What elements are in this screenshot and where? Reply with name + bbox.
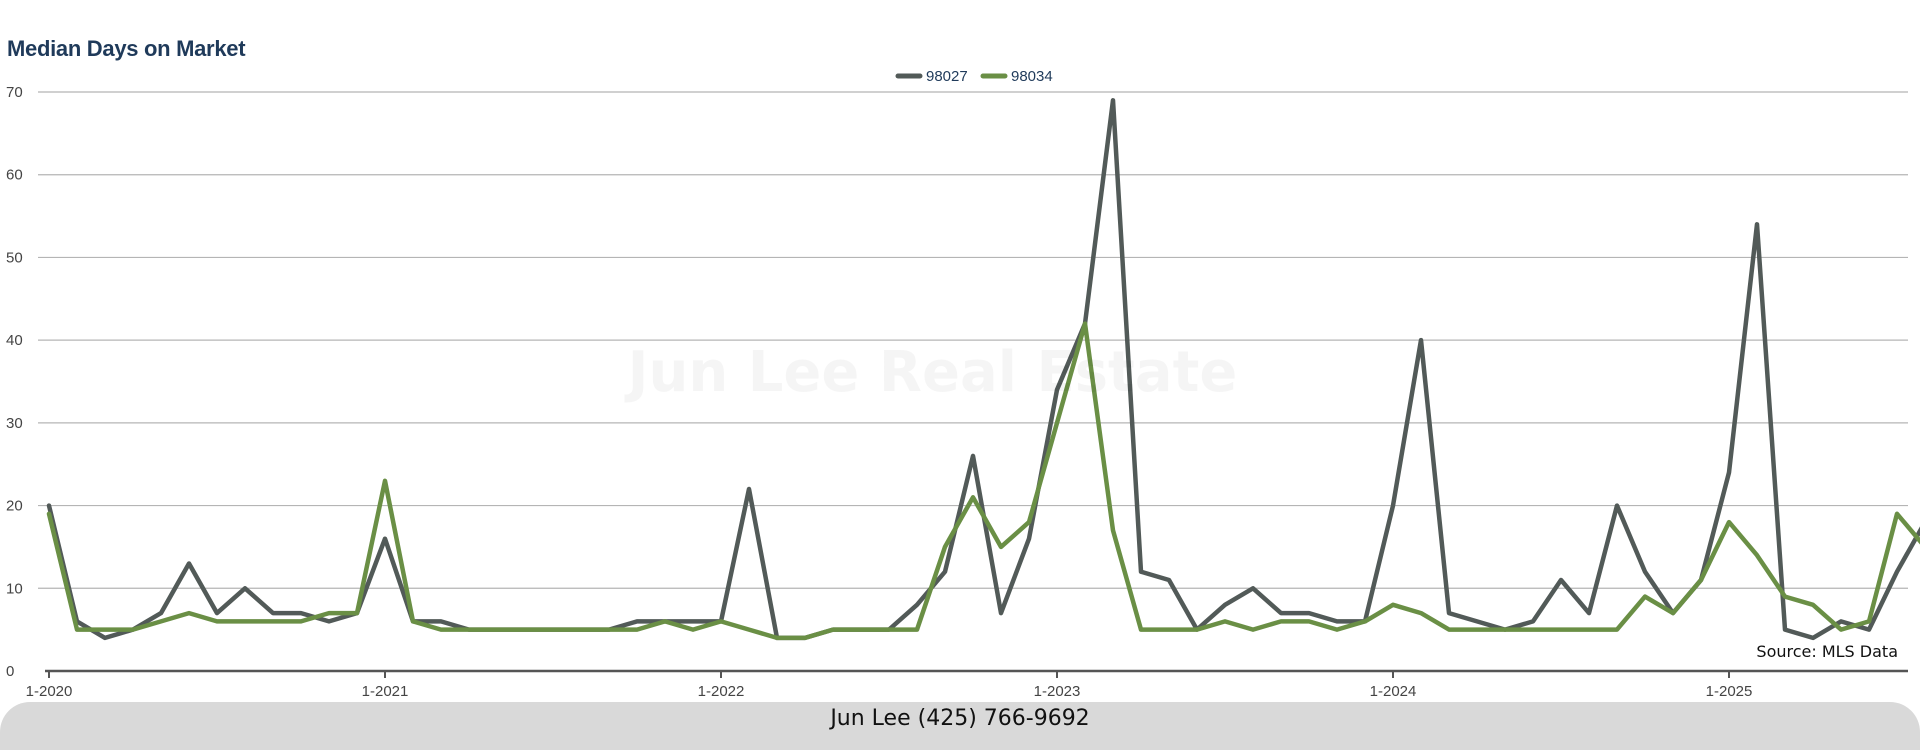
y-tick-label: 10 xyxy=(6,580,23,597)
series-line-98027 xyxy=(46,98,1920,641)
x-tick-label: 1-2021 xyxy=(362,683,409,700)
y-tick-label: 20 xyxy=(6,498,23,515)
y-tick-label: 30 xyxy=(6,415,23,432)
series-line-98034 xyxy=(46,321,1920,641)
x-tick-label: 1-2022 xyxy=(698,683,745,700)
x-tick-label: 1-2020 xyxy=(26,683,73,700)
y-axis-ticks: 0 10 20 30 40 50 60 70 xyxy=(6,84,23,680)
grid-lines xyxy=(38,91,1908,589)
y-tick-label: 40 xyxy=(6,332,23,349)
x-tick-label: 1-2024 xyxy=(1370,683,1417,700)
footer-bar xyxy=(0,702,1920,750)
y-tick-label: 50 xyxy=(6,249,23,266)
y-tick-label: 0 xyxy=(6,663,14,680)
legend: 98027 98034 xyxy=(895,68,1053,85)
source-note: Source: MLS Data xyxy=(1756,642,1898,661)
legend-label-98034: 98034 xyxy=(1011,68,1053,85)
chart-title: Median Days on Market xyxy=(7,36,246,61)
x-axis: 1-2020 1-2021 1-2022 1-2023 1-2024 1-2025 xyxy=(26,669,1908,700)
x-tick-label: 1-2023 xyxy=(1034,683,1081,700)
footer-contact: Jun Lee (425) 766-9692 xyxy=(830,706,1090,731)
x-tick-label: 1-2025 xyxy=(1706,683,1753,700)
y-tick-label: 60 xyxy=(6,167,23,184)
series-lines xyxy=(46,98,1920,641)
legend-label-98027: 98027 xyxy=(926,68,968,85)
y-tick-label: 70 xyxy=(6,84,23,101)
